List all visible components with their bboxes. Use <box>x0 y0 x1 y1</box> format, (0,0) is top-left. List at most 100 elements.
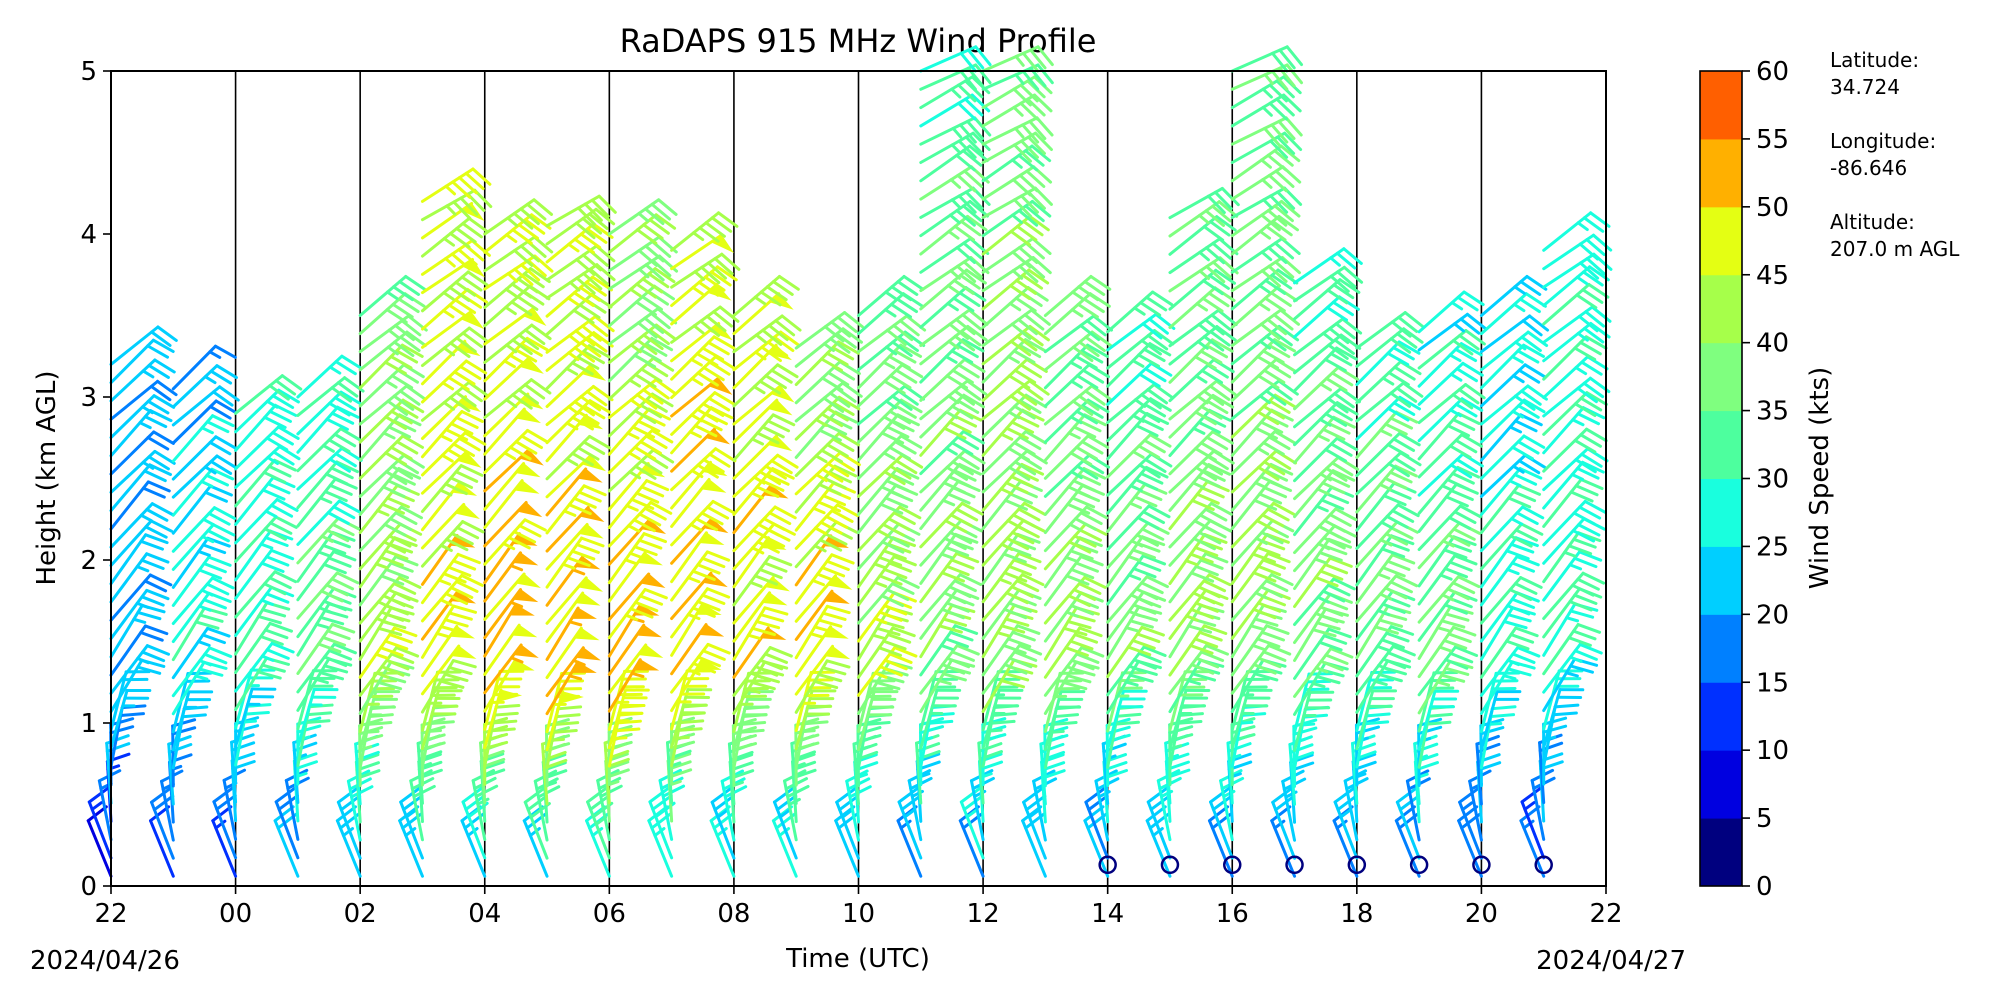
calm-marker <box>1472 855 1491 875</box>
wind-barb <box>171 576 235 626</box>
wind-barb <box>171 454 238 499</box>
wind-barb <box>296 622 356 675</box>
wind-barb <box>1168 573 1232 622</box>
wind-barb <box>919 393 985 439</box>
wind-barb <box>483 323 552 364</box>
wind-barb <box>545 484 607 535</box>
wind-barb <box>1333 787 1359 860</box>
wind-barb <box>1417 504 1482 552</box>
wind-barb <box>1271 787 1297 860</box>
y-tick-label: 4 <box>80 220 97 250</box>
wind-barb <box>1168 379 1237 421</box>
wind-barb <box>420 502 480 550</box>
wind-barb <box>1479 483 1542 535</box>
wind-barb <box>483 462 541 511</box>
y-axis-label: Height (km AGL) <box>32 370 62 585</box>
wind-barb <box>1479 292 1547 336</box>
wind-barb <box>1417 312 1487 352</box>
colorbar-label: Wind Speed (kts) <box>1805 367 1835 589</box>
wind-barb <box>981 551 1042 604</box>
y-tick-label: 5 <box>80 57 97 87</box>
wind-barb <box>857 576 920 625</box>
x-tick-label: 20 <box>1465 899 1498 929</box>
wind-barb <box>1417 625 1477 679</box>
calm-marker <box>1409 855 1429 875</box>
wind-barb <box>87 786 113 860</box>
wind-barb <box>1230 144 1301 183</box>
wind-barb <box>1168 256 1239 293</box>
wind-barb <box>1355 340 1421 387</box>
wind-barb <box>1542 391 1608 436</box>
wind-barb <box>1293 278 1361 321</box>
wind-barb <box>1355 431 1421 478</box>
x-tick-label: 00 <box>219 899 252 929</box>
wind-barb <box>545 522 604 571</box>
wind-barb <box>1106 504 1171 552</box>
y-tick-label: 1 <box>80 709 97 739</box>
wind-barb <box>171 364 238 409</box>
wind-barb <box>109 409 173 458</box>
wind-barb <box>358 434 424 480</box>
wind-barb <box>1458 787 1483 860</box>
wind-barb <box>483 479 540 530</box>
wind-barb <box>607 267 676 309</box>
wind-barb <box>1106 361 1173 406</box>
wind-barb <box>234 374 303 415</box>
colorbar-segment <box>1700 614 1742 683</box>
colorbar-segment <box>1700 206 1742 276</box>
wind-barb <box>358 555 419 607</box>
wind-barb <box>1542 282 1610 326</box>
wind-barb <box>1417 397 1484 443</box>
wind-barb <box>109 394 176 440</box>
wind-barb <box>1479 467 1543 516</box>
colorbar-tick-label: 45 <box>1756 261 1789 291</box>
wind-barb <box>358 536 418 589</box>
wind-barb <box>1479 398 1546 444</box>
wind-barb <box>670 478 727 528</box>
wind-barb <box>1106 397 1172 443</box>
wind-barb <box>109 463 172 513</box>
longitude-label: Longitude: <box>1830 129 1936 153</box>
wind-barb <box>732 363 799 408</box>
wind-barb <box>1168 688 1211 750</box>
x-tick-label: 18 <box>1340 899 1373 929</box>
wind-barb <box>336 787 362 860</box>
wind-barb <box>1209 786 1234 860</box>
colorbar-segment <box>1700 478 1742 547</box>
wind-barb <box>109 358 176 403</box>
wind-barb <box>109 624 169 677</box>
wind-barb <box>296 571 360 620</box>
wind-barb <box>981 324 1050 366</box>
wind-barb <box>981 308 1051 348</box>
wind-barb <box>483 378 552 419</box>
wind-barb <box>1355 574 1419 623</box>
wind-barb <box>296 687 339 749</box>
wind-barb <box>545 646 601 698</box>
wind-barb <box>109 325 178 366</box>
wind-barb <box>919 45 992 73</box>
wind-barb <box>607 479 670 530</box>
wind-barb <box>981 449 1048 494</box>
wind-barb <box>794 381 863 423</box>
wind-barb <box>545 194 617 228</box>
wind-barb <box>420 431 487 477</box>
wind-barb <box>1479 434 1546 480</box>
wind-barb <box>234 498 299 545</box>
end-date-label: 2024/04/27 <box>1536 946 1686 976</box>
colorbar-tick-label: 0 <box>1756 872 1773 902</box>
wind-barb <box>545 434 611 481</box>
wind-barb <box>483 623 538 676</box>
wind-barb <box>1293 265 1364 303</box>
wind-barb <box>545 576 604 625</box>
wind-barb <box>919 573 983 622</box>
wind-barb <box>1106 465 1169 515</box>
wind-barb <box>1043 646 1105 697</box>
colorbar-tick-label: 60 <box>1756 57 1789 87</box>
wind-barb <box>857 274 925 317</box>
wind-barb <box>732 453 799 498</box>
x-axis-label: Time (UTC) <box>785 944 930 974</box>
wind-barb <box>981 643 1043 695</box>
wind-barb <box>171 399 238 445</box>
wind-barb <box>919 429 985 476</box>
